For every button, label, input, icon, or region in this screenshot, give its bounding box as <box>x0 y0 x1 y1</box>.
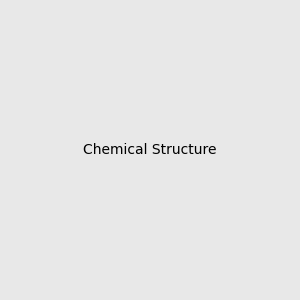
Text: Chemical Structure: Chemical Structure <box>83 143 217 157</box>
